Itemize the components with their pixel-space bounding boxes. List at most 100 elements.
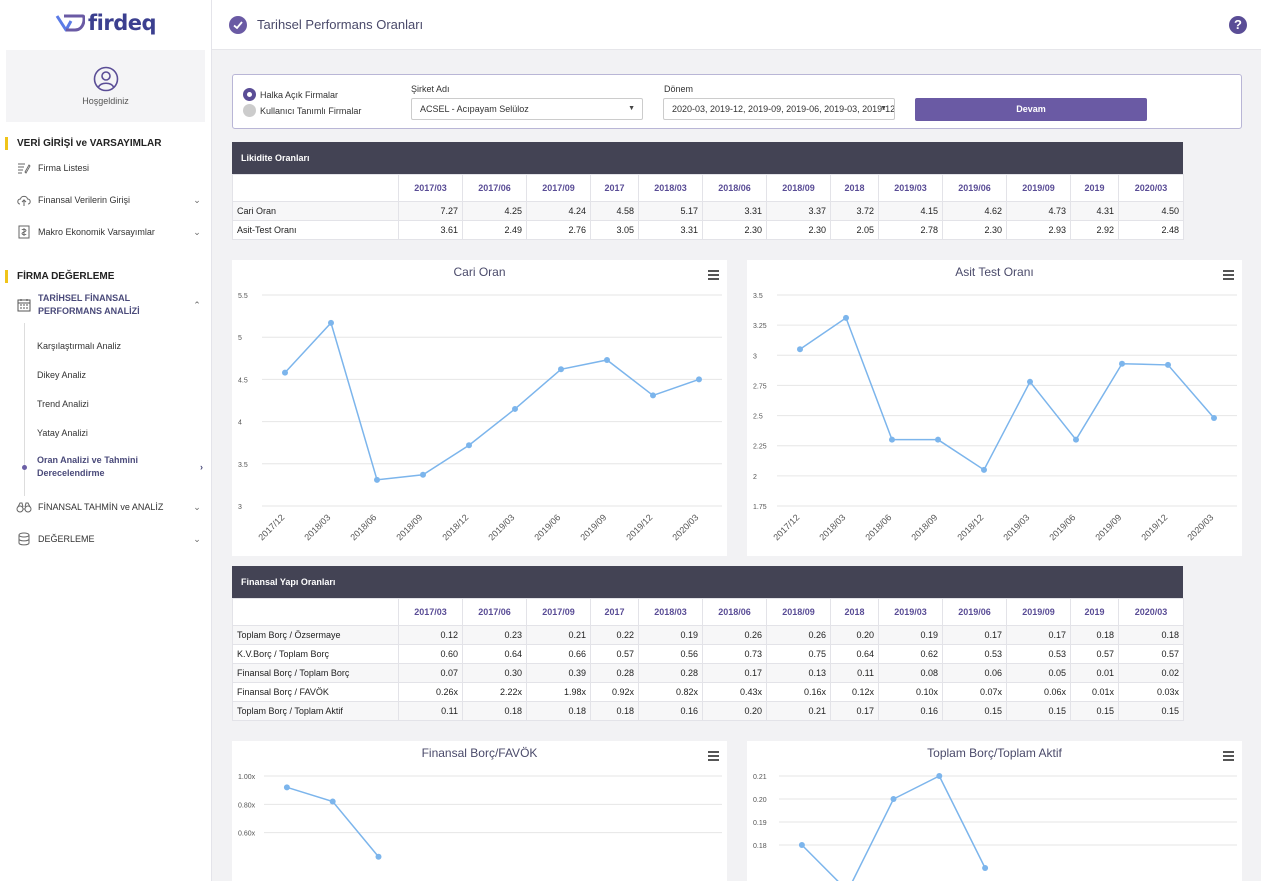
user-avatar-icon[interactable] xyxy=(93,66,119,92)
table-cell: 0.21 xyxy=(526,625,591,645)
header-cell: 2017/03 xyxy=(398,598,463,626)
nav-label: FİNANSAL TAHMİN ve ANALİZ xyxy=(38,502,164,512)
logo[interactable]: firdeq xyxy=(0,0,211,46)
sub-trend-analizi[interactable]: Trend Analizi xyxy=(0,389,211,418)
header-cell: 2017 xyxy=(590,598,639,626)
data-point[interactable] xyxy=(696,376,702,383)
table-cell: 0.16 xyxy=(638,701,703,721)
period-select[interactable]: 2020-03, 2019-12, 2019-09, 2019-06, 2019… xyxy=(663,98,895,120)
table-cell: 0.19 xyxy=(878,625,943,645)
chart-menu-icon[interactable] xyxy=(708,270,719,282)
data-point[interactable] xyxy=(328,319,334,326)
company-select[interactable]: ACSEL - Acıpayam Selüloz ▼ xyxy=(411,98,643,120)
sub-label: Dikey Analiz xyxy=(37,369,87,380)
sub-oran-analizi[interactable]: Oran Analizi ve Tahmini Derecelendirme › xyxy=(0,447,211,487)
nav-finansal-veri-girisi[interactable]: Finansal Verilerin Girişi ⌄ xyxy=(0,184,211,216)
chart-menu-icon[interactable] xyxy=(1223,751,1234,763)
data-point[interactable] xyxy=(1211,414,1217,421)
coins-icon xyxy=(16,531,32,547)
chevron-up-icon: ⌃ xyxy=(193,299,201,310)
radio-checked-icon xyxy=(243,88,256,101)
table-cell: 0.26x xyxy=(398,682,463,702)
data-point[interactable] xyxy=(1119,360,1125,367)
data-point[interactable] xyxy=(1073,436,1079,443)
nav-degerleme[interactable]: DEĞERLEME ⌄ xyxy=(0,523,211,555)
x-tick-label: 2018/06 xyxy=(863,512,893,542)
row-label: Toplam Borç / Toplam Aktif xyxy=(232,701,399,721)
data-point[interactable] xyxy=(420,471,426,478)
nav-makro-varsayimlar[interactable]: Makro Ekonomik Varsayımlar ⌄ xyxy=(0,216,211,248)
table-cell: 4.31 xyxy=(1070,201,1119,221)
header-cell: 2018/09 xyxy=(766,598,831,626)
table-cell: 0.60 xyxy=(398,644,463,664)
header-cell xyxy=(232,598,399,626)
chart-asit-test: Asit Test Oranı 3.5 3.25 3 2.75 2.5 2.25 2 1.75 2… xyxy=(747,260,1242,556)
binoculars-icon xyxy=(16,499,32,515)
data-point[interactable] xyxy=(466,442,472,449)
data-point[interactable] xyxy=(558,366,564,373)
help-icon[interactable]: ? xyxy=(1229,16,1247,34)
data-point[interactable] xyxy=(936,773,943,779)
data-point[interactable] xyxy=(843,314,849,321)
data-point[interactable] xyxy=(512,405,518,412)
chart-menu-icon[interactable] xyxy=(1223,270,1234,282)
radio-public-companies[interactable]: Halka Açık Firmalar xyxy=(243,88,338,101)
nav-finansal-tahmin[interactable]: FİNANSAL TAHMİN ve ANALİZ ⌄ xyxy=(0,491,211,523)
data-point[interactable] xyxy=(329,798,336,805)
data-point[interactable] xyxy=(282,369,288,376)
data-point[interactable] xyxy=(798,842,805,848)
table-cell: 0.18 xyxy=(1070,625,1119,645)
y-tick-label: 0.21 xyxy=(753,774,767,781)
table-cell: 0.15 xyxy=(1006,701,1071,721)
table-cell: 0.10x xyxy=(878,682,943,702)
table-cell: 0.08 xyxy=(878,663,943,683)
table-cell: 0.64 xyxy=(462,644,527,664)
x-tick-label: 2018/12 xyxy=(955,512,985,542)
data-point[interactable] xyxy=(1027,378,1033,385)
table-cell: 0.64 xyxy=(830,644,879,664)
data-point[interactable] xyxy=(1165,361,1171,368)
data-point[interactable] xyxy=(797,346,803,353)
header-cell: 2019/03 xyxy=(878,174,943,202)
nav-firma-listesi[interactable]: Firma Listesi xyxy=(0,152,211,184)
data-point[interactable] xyxy=(650,392,656,399)
sub-dikey-analiz[interactable]: Dikey Analiz xyxy=(0,360,211,389)
header-cell: 2017 xyxy=(590,174,639,202)
radio-user-companies[interactable]: Kullanıcı Tanımlı Firmalar xyxy=(243,104,361,117)
header-cell: 2019 xyxy=(1070,174,1119,202)
table-cell: 4.50 xyxy=(1118,201,1184,221)
data-point[interactable] xyxy=(283,784,290,791)
data-point[interactable] xyxy=(890,796,897,802)
table-cell: 0.53 xyxy=(1006,644,1071,664)
sub-karsilastirmali-analiz[interactable]: Karşılaştırmalı Analiz xyxy=(0,331,211,360)
table-cell: 0.18 xyxy=(526,701,591,721)
data-point[interactable] xyxy=(375,853,382,860)
chart-cari-oran: Cari Oran 5.5 5 4.5 4 3.5 3 2017/12 2018/03 2018/… xyxy=(232,260,727,556)
y-tick-label: 0.19 xyxy=(753,820,767,827)
table-cell: 2.30 xyxy=(702,220,767,240)
chevron-down-icon: ⌄ xyxy=(193,194,201,205)
sub-yatay-analizi[interactable]: Yatay Analizi xyxy=(0,418,211,447)
continue-button[interactable]: Devam xyxy=(915,98,1147,121)
table-cell: 2.30 xyxy=(766,220,831,240)
row-label: Finansal Borç / FAVÖK xyxy=(232,682,399,702)
data-point[interactable] xyxy=(889,436,895,443)
welcome-text: Hoşgeldiniz xyxy=(82,96,129,106)
table-cell: 0.23 xyxy=(462,625,527,645)
table-cell: 4.25 xyxy=(462,201,527,221)
table-cell: 0.18 xyxy=(590,701,639,721)
data-point[interactable] xyxy=(982,865,989,871)
data-point[interactable] xyxy=(374,476,380,483)
filter-panel: Halka Açık Firmalar Kullanıcı Tanımlı Fi… xyxy=(232,74,1242,129)
y-tick-label: 5 xyxy=(238,335,242,342)
table-cell: 2.22x xyxy=(462,682,527,702)
data-point[interactable] xyxy=(935,436,941,443)
table-cell: 0.82x xyxy=(638,682,703,702)
chart-menu-icon[interactable] xyxy=(708,751,719,763)
chart-title: Asit Test Oranı xyxy=(955,265,1033,279)
y-tick-label: 2.5 xyxy=(753,414,763,421)
nav-tarihsel-performans[interactable]: TARİHSEL FİNANSAL PERFORMANS ANALİZİ ⌃ xyxy=(0,285,211,325)
data-point[interactable] xyxy=(604,356,610,363)
table-cell: 3.31 xyxy=(702,201,767,221)
data-point[interactable] xyxy=(981,466,987,473)
